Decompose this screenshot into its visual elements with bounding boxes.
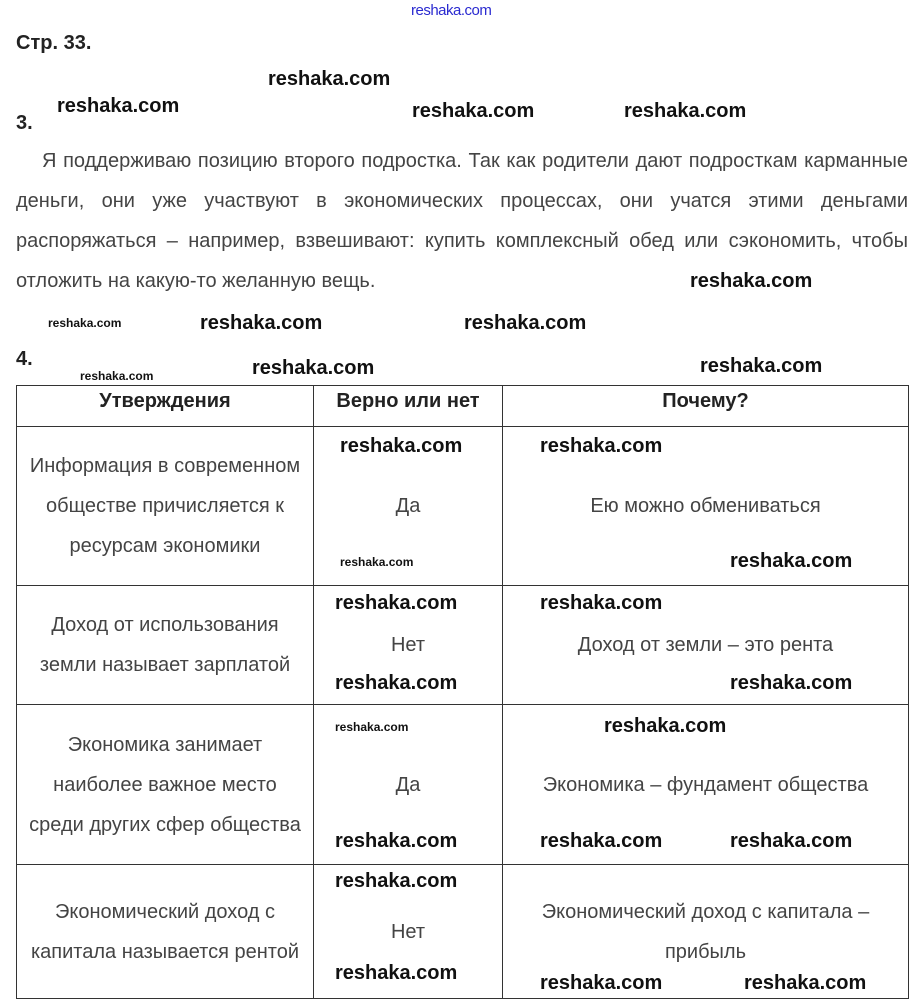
- statement-cell: Доход от использования земли называет за…: [16, 585, 314, 705]
- watermark: reshaka.com: [335, 870, 458, 892]
- watermark: reshaka.com: [730, 672, 853, 694]
- reason-cell: Доход от земли – это рента: [502, 585, 909, 705]
- watermark: reshaka.com: [540, 592, 663, 614]
- watermark: reshaka.com: [335, 720, 409, 734]
- watermark: reshaka.com: [744, 972, 867, 994]
- statement-cell: Экономика занимает наиболее важное место…: [16, 704, 314, 865]
- watermark: reshaka.com: [268, 68, 391, 90]
- verdict-cell: Нет: [313, 585, 503, 705]
- watermark: reshaka.com: [540, 435, 663, 457]
- watermark: reshaka.com: [252, 357, 375, 379]
- watermark: reshaka.com: [730, 830, 853, 852]
- header-why: Почему?: [502, 385, 909, 427]
- watermark: reshaka.com: [200, 312, 323, 334]
- table-row: Экономический доход с капитала называетс…: [16, 864, 909, 999]
- task-4-number: 4.: [16, 348, 33, 370]
- watermark: reshaka.com: [730, 550, 853, 572]
- table-header-row: Утверждения Верно или нет Почему?: [16, 385, 909, 427]
- site-link[interactable]: reshaka.com: [411, 2, 492, 19]
- watermark: reshaka.com: [48, 316, 122, 330]
- watermark: reshaka.com: [690, 270, 813, 292]
- statement-cell: Информация в современном обществе причис…: [16, 426, 314, 586]
- header-statements: Утверждения: [16, 385, 314, 427]
- task-3-answer: Я поддерживаю позицию второго подростка.…: [16, 150, 908, 292]
- watermark: reshaka.com: [335, 592, 458, 614]
- watermark: reshaka.com: [604, 715, 727, 737]
- watermark: reshaka.com: [80, 369, 154, 383]
- watermark: reshaka.com: [335, 672, 458, 694]
- watermark: reshaka.com: [700, 355, 823, 377]
- table-row: Экономика занимает наиболее важное место…: [16, 704, 909, 865]
- watermark: reshaka.com: [57, 95, 180, 117]
- watermark: reshaka.com: [464, 312, 587, 334]
- watermark: reshaka.com: [412, 100, 535, 122]
- watermark: reshaka.com: [335, 830, 458, 852]
- table-row: Информация в современном обществе причис…: [16, 426, 909, 586]
- watermark: reshaka.com: [335, 962, 458, 984]
- statement-cell: Экономический доход с капитала называетс…: [16, 864, 314, 999]
- reason-cell: Экономика – фундамент общества: [502, 704, 909, 865]
- answer-table: Утверждения Верно или нет Почему? Информ…: [16, 385, 909, 999]
- watermark: reshaka.com: [624, 100, 747, 122]
- header-true-or-false: Верно или нет: [313, 385, 503, 427]
- page-heading: Стр. 33.: [16, 32, 92, 54]
- watermark: reshaka.com: [540, 972, 663, 994]
- reason-cell: Экономический доход с капитала – прибыль: [502, 864, 909, 999]
- task-3-number: 3.: [16, 112, 33, 134]
- verdict-cell: Нет: [313, 864, 503, 999]
- verdict-cell: Да: [313, 426, 503, 586]
- watermark: reshaka.com: [340, 435, 463, 457]
- watermark: reshaka.com: [340, 555, 414, 569]
- verdict-cell: Да: [313, 704, 503, 865]
- watermark: reshaka.com: [540, 830, 663, 852]
